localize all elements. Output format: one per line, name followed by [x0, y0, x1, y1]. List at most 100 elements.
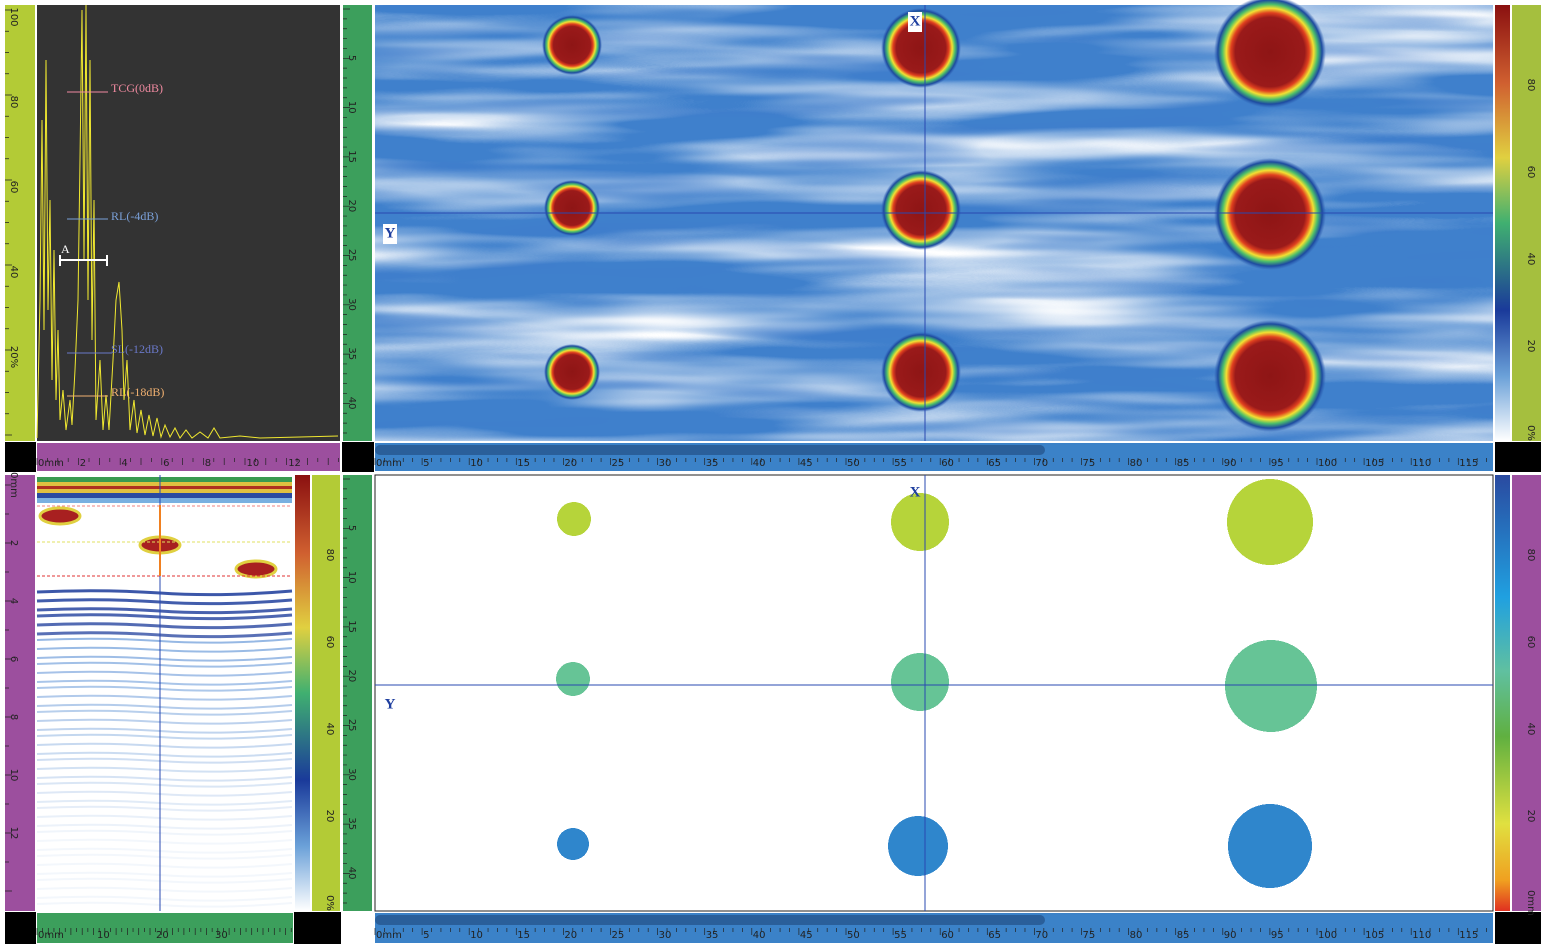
band [37, 486, 292, 489]
axis-label: 2 [80, 458, 86, 469]
axis-label: 40 [753, 458, 766, 469]
axis-label: 0% [324, 895, 335, 911]
c-scan-depth: X Y [374, 474, 1494, 912]
scroll-thumb[interactable] [375, 915, 1045, 925]
axis-label: 20 [564, 930, 577, 941]
axis-label: 10 [97, 930, 110, 941]
axis-label: 60 [1525, 636, 1536, 649]
indication [557, 502, 591, 536]
color-bar [295, 475, 310, 911]
axis-label: 100 [1318, 458, 1337, 469]
ruler-ticks [374, 458, 1487, 465]
axis-label: 45 [800, 930, 813, 941]
axis-label: 75 [1083, 930, 1096, 941]
axis-label: 40 [346, 397, 357, 410]
axis-label: 30 [659, 930, 672, 941]
axis-label: 20 [1525, 340, 1536, 353]
axis-label: 20 [1525, 810, 1536, 823]
ruler-ticks [36, 928, 292, 935]
cursor-bar[interactable] [59, 255, 108, 266]
axis-label: 0mm [1525, 890, 1536, 916]
axis-label: 45 [800, 458, 813, 469]
axis-label: 85 [1177, 930, 1190, 941]
marker-bg [383, 224, 397, 244]
axis-label: 80 [1130, 930, 1143, 941]
axis-label: 90 [1224, 930, 1237, 941]
x-marker: X [910, 484, 921, 500]
axis-label: 30 [346, 768, 357, 781]
axis-label: 40 [1525, 723, 1536, 736]
axis-label: 70 [1035, 458, 1048, 469]
indication [1227, 479, 1313, 565]
gap [5, 442, 36, 472]
c-scan-y-strip [343, 5, 372, 441]
band [37, 493, 292, 498]
a-scan-signal [36, 4, 339, 439]
axis-label: 50 [847, 458, 860, 469]
ruler-ticks [343, 478, 350, 904]
axis-label: 65 [988, 930, 1001, 941]
axis-label: 80 [8, 96, 19, 109]
axis-label: 10 [8, 769, 19, 782]
axis-label: 4 [8, 598, 19, 604]
indication [544, 180, 600, 236]
indication [881, 332, 961, 412]
axis-label: 105 [1365, 458, 1384, 469]
gate-label: TCG(0dB) [111, 81, 163, 95]
axis-label: 25 [612, 930, 625, 941]
axis-label: 60 [1525, 166, 1536, 179]
a-scan-y-strip [5, 5, 35, 441]
axis-label: 0% [1525, 425, 1536, 441]
axis-label: 8 [8, 714, 19, 720]
depth-scale-strip [1512, 475, 1541, 911]
axis-label: 2 [8, 540, 19, 546]
axis-label: 4 [121, 458, 127, 469]
axis-label: 0mm [376, 930, 402, 941]
axis-label: 15 [346, 150, 357, 163]
y-marker: Y [385, 225, 396, 241]
indication [1228, 804, 1312, 888]
axis-label: 65 [988, 458, 1001, 469]
axis-label: 60 [324, 636, 335, 649]
axis-label: 100 [8, 7, 19, 26]
b-scan-x-strip [37, 913, 293, 943]
axis-label: 20 [324, 810, 335, 823]
axis-label: 80 [324, 549, 335, 562]
indication [557, 828, 589, 860]
axis-label: 40 [753, 930, 766, 941]
axis-label: 110 [1412, 930, 1431, 941]
axis-label: 60 [941, 458, 954, 469]
indication [891, 493, 949, 551]
ruler-ticks [5, 484, 12, 892]
axis-label: 6 [8, 656, 19, 662]
axis-label: 0mm [38, 930, 64, 941]
axis-label: 115 [1459, 458, 1478, 469]
axis-label: 5 [346, 525, 357, 531]
axis-label: 10 [346, 571, 357, 584]
axis-label: 30 [659, 458, 672, 469]
axis-label: 8 [205, 458, 211, 469]
gap [5, 912, 36, 944]
axis-label: 15 [517, 930, 530, 941]
axis-label: 75 [1083, 458, 1096, 469]
axis-label: 0mm [8, 472, 19, 498]
gap [342, 442, 374, 472]
cursor-label: A [61, 242, 70, 256]
indication [1214, 320, 1326, 432]
b-scan [36, 475, 293, 911]
b-scan-scale-strip [312, 475, 340, 911]
axis-label: 20 [156, 930, 169, 941]
indication [556, 662, 590, 696]
echo [38, 506, 82, 526]
scroll-thumb[interactable] [375, 445, 1045, 455]
axis-label: 20 [346, 670, 357, 683]
band [37, 489, 292, 493]
indication [881, 170, 961, 250]
indication [881, 8, 961, 88]
axis-label: 40 [346, 867, 357, 880]
y-marker: Y [385, 696, 396, 712]
axis-label: 90 [1224, 458, 1237, 469]
axis-label: 70 [1035, 930, 1048, 941]
axis-label: 60 [941, 930, 954, 941]
axis-label: 25 [612, 458, 625, 469]
